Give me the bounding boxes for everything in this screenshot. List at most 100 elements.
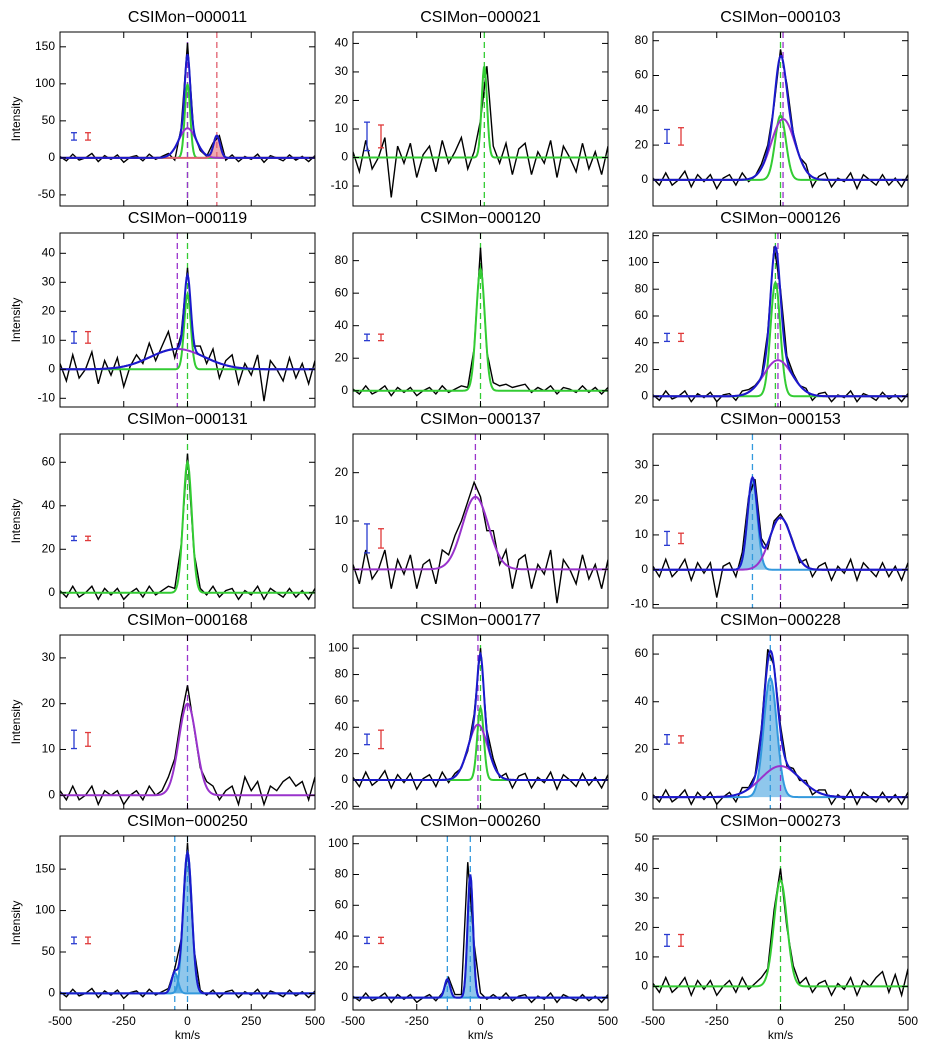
panel: CSIMon−000177 -20 0 20 40 60 80 100 xyxy=(328,612,609,813)
y-tick-label: 20 xyxy=(335,465,349,479)
y-tick-label: 100 xyxy=(328,640,348,654)
panel-title: CSIMon−000250 xyxy=(127,813,248,830)
error-bar xyxy=(378,729,384,750)
y-tick-label: 40 xyxy=(635,335,649,349)
y-tick-label: 20 xyxy=(335,746,349,760)
panel-title: CSIMon−000228 xyxy=(720,612,841,629)
panel-title: CSIMon−000011 xyxy=(128,9,247,26)
error-bar xyxy=(85,330,91,344)
total-fit xyxy=(60,271,315,371)
panel-title: CSIMon−000137 xyxy=(420,411,541,428)
error-bar xyxy=(85,936,91,945)
y-tick-label: 40 xyxy=(635,694,649,708)
y-tick-label: 100 xyxy=(35,76,55,90)
x-tick-label: 0 xyxy=(477,1014,484,1028)
panel-title: CSIMon−000131 xyxy=(127,411,248,428)
y-tick-label: 60 xyxy=(335,897,349,911)
error-bar xyxy=(71,936,77,945)
y-axis-label: Intensity xyxy=(9,700,23,745)
error-bar xyxy=(364,733,370,746)
panel: CSIMon−000126 0 20 40 60 80 100 120 xyxy=(628,210,909,408)
y-tick-label: 50 xyxy=(42,944,56,958)
error-bar xyxy=(378,528,384,549)
y-tick-label: 10 xyxy=(335,121,349,135)
x-tick-label: -500 xyxy=(641,1014,665,1028)
panel-title: CSIMon−000260 xyxy=(420,813,541,830)
y-tick-label: 50 xyxy=(42,113,56,127)
panel-title: CSIMon−000168 xyxy=(127,612,248,629)
y-tick-label: 20 xyxy=(635,742,649,756)
y-tick-label: 80 xyxy=(335,253,349,267)
spectrum xyxy=(653,478,908,598)
x-tick-label: 500 xyxy=(598,1014,618,1028)
component-fit xyxy=(60,702,315,797)
component-fit xyxy=(353,723,608,781)
total-fit xyxy=(653,54,908,181)
panel: CSIMon−000273 0 10 20 30 40 50 -500 -250 0 250 500 k… xyxy=(635,813,919,1042)
y-tick-label: 0 xyxy=(641,562,648,576)
panel: CSIMon−000260 0 20 40 60 80 100 -500 -250 0 250 500… xyxy=(328,813,618,1042)
y-tick-label: 60 xyxy=(635,646,649,660)
error-bar xyxy=(85,535,91,542)
plot-area xyxy=(60,233,315,407)
panel: CSIMon−000131 0 20 40 60 Intensity xyxy=(9,411,316,609)
plot-area xyxy=(653,32,908,206)
y-tick-label: 40 xyxy=(335,928,349,942)
plot-area xyxy=(60,635,315,809)
y-tick-label: 40 xyxy=(335,318,349,332)
y-tick-label: 0 xyxy=(48,787,55,801)
component-fit xyxy=(653,878,908,988)
y-tick-label: 20 xyxy=(42,541,56,555)
x-axis-label: km/s xyxy=(468,1028,493,1042)
panel: CSIMon−000103 0 20 40 60 80 xyxy=(635,9,909,207)
panel: CSIMon−000153 -10 0 10 20 30 xyxy=(631,411,909,611)
plot-frame xyxy=(352,634,609,810)
y-tick-label: 80 xyxy=(635,281,649,295)
y-tick-label: 0 xyxy=(48,585,55,599)
plot-area xyxy=(353,32,608,206)
component-fit xyxy=(353,495,608,571)
plot-frame xyxy=(59,634,316,810)
y-tick-label: 20 xyxy=(635,492,649,506)
panel-title: CSIMon−000119 xyxy=(128,210,247,227)
plot-area xyxy=(353,233,608,407)
error-bar xyxy=(664,933,670,947)
y-tick-label: 60 xyxy=(335,285,349,299)
y-tick-label: 40 xyxy=(335,719,349,733)
error-bar xyxy=(71,729,77,750)
y-tick-label: 20 xyxy=(335,93,349,107)
plot-area xyxy=(60,434,315,608)
plot-frame xyxy=(352,433,609,609)
x-tick-label: 250 xyxy=(534,1014,554,1028)
plot-area xyxy=(353,635,608,809)
error-bar xyxy=(678,127,684,146)
plot-area xyxy=(353,434,608,608)
y-tick-label: 40 xyxy=(635,861,649,875)
plot-area xyxy=(653,836,908,1010)
component-fit xyxy=(653,359,908,398)
plot-frame xyxy=(652,835,909,1011)
y-tick-label: 0 xyxy=(641,789,648,803)
y-tick-label: 20 xyxy=(635,362,649,376)
component-fit xyxy=(653,117,908,181)
y-axis-label: Intensity xyxy=(9,901,23,946)
component-fit xyxy=(60,459,315,594)
y-tick-label: 0 xyxy=(48,361,55,375)
y-tick-label: -10 xyxy=(38,390,56,404)
total-fit xyxy=(60,849,315,995)
error-bar xyxy=(71,330,77,344)
error-bar xyxy=(85,132,91,141)
x-tick-label: 500 xyxy=(305,1014,325,1028)
y-tick-label: 0 xyxy=(641,388,648,402)
y-tick-label: 0 xyxy=(641,979,648,993)
y-axis-label: Intensity xyxy=(9,499,23,544)
x-tick-label: 250 xyxy=(834,1014,854,1028)
y-tick-label: 100 xyxy=(628,255,648,269)
x-tick-label: -250 xyxy=(112,1014,136,1028)
total-fit xyxy=(353,651,608,781)
error-bar xyxy=(664,530,670,547)
y-tick-label: 30 xyxy=(635,890,649,904)
x-tick-label: 250 xyxy=(241,1014,261,1028)
panel: CSIMon−000228 0 20 40 60 xyxy=(635,612,909,810)
y-tick-label: 10 xyxy=(635,949,649,963)
